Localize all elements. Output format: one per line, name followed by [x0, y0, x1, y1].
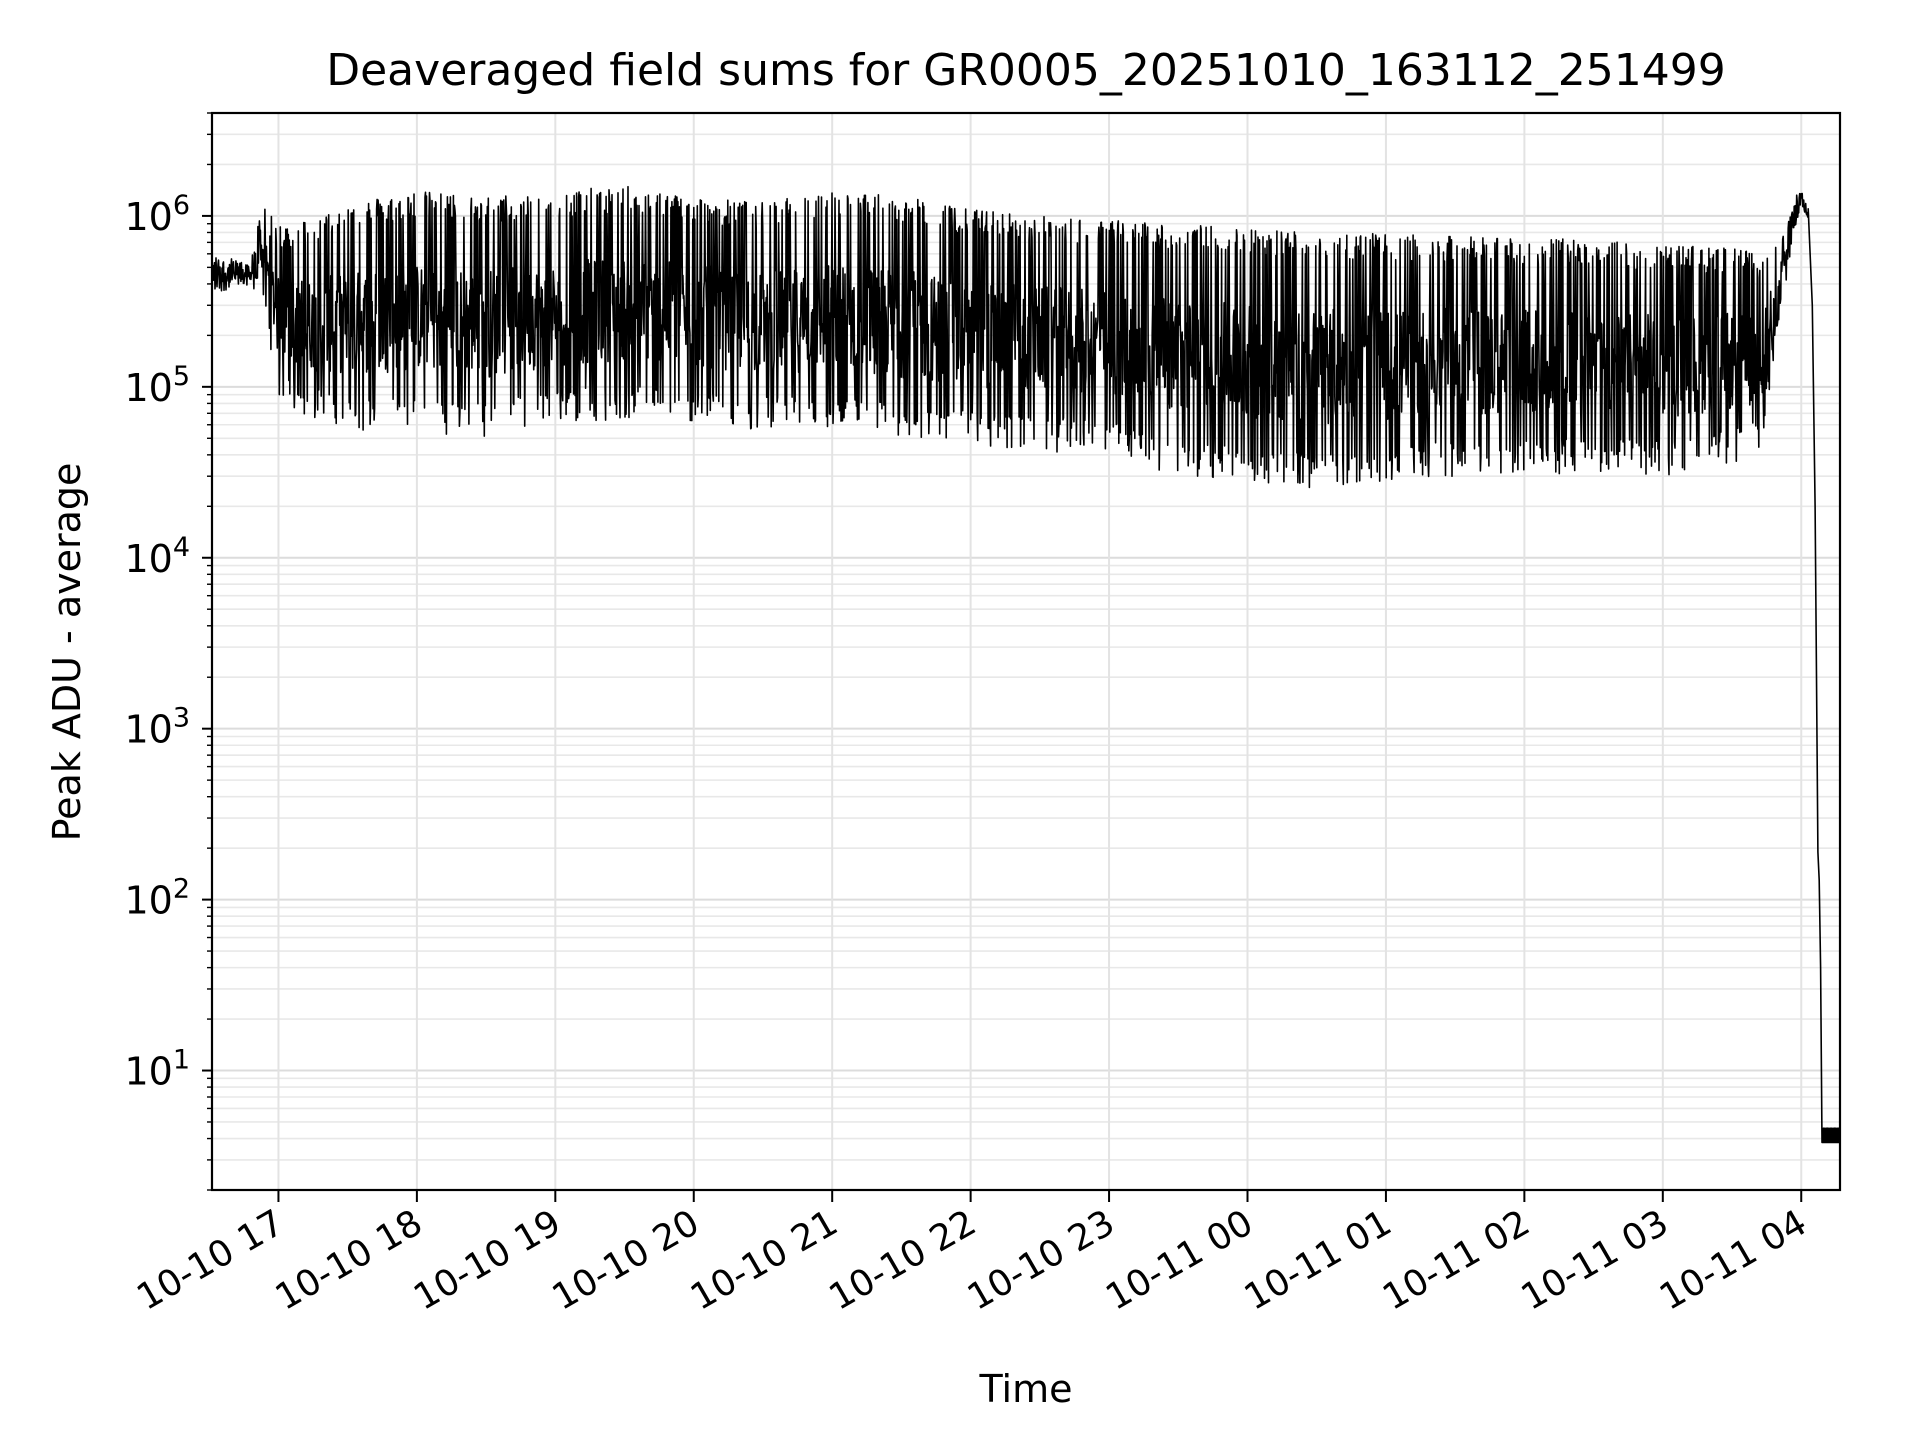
y-tick-label: 102 [124, 874, 190, 923]
plot-frame [210, 111, 1842, 1192]
series-layer [212, 185, 1840, 1144]
x-axis-label: Time [979, 1367, 1073, 1411]
y-tick-label: 103 [124, 703, 190, 752]
y-tick-label: 104 [124, 532, 190, 581]
chart-title: Deaveraged field sums for GR0005_2025101… [326, 45, 1726, 96]
y-tick-label: 106 [124, 190, 190, 239]
y-axis: 101 102 103 104 105 106 [124, 112, 212, 1191]
y-axis-label: Peak ADU - average [45, 463, 89, 842]
series-line [212, 185, 1840, 1144]
y-tick-label: 101 [124, 1045, 190, 1094]
y-tick-label: 105 [124, 361, 190, 410]
